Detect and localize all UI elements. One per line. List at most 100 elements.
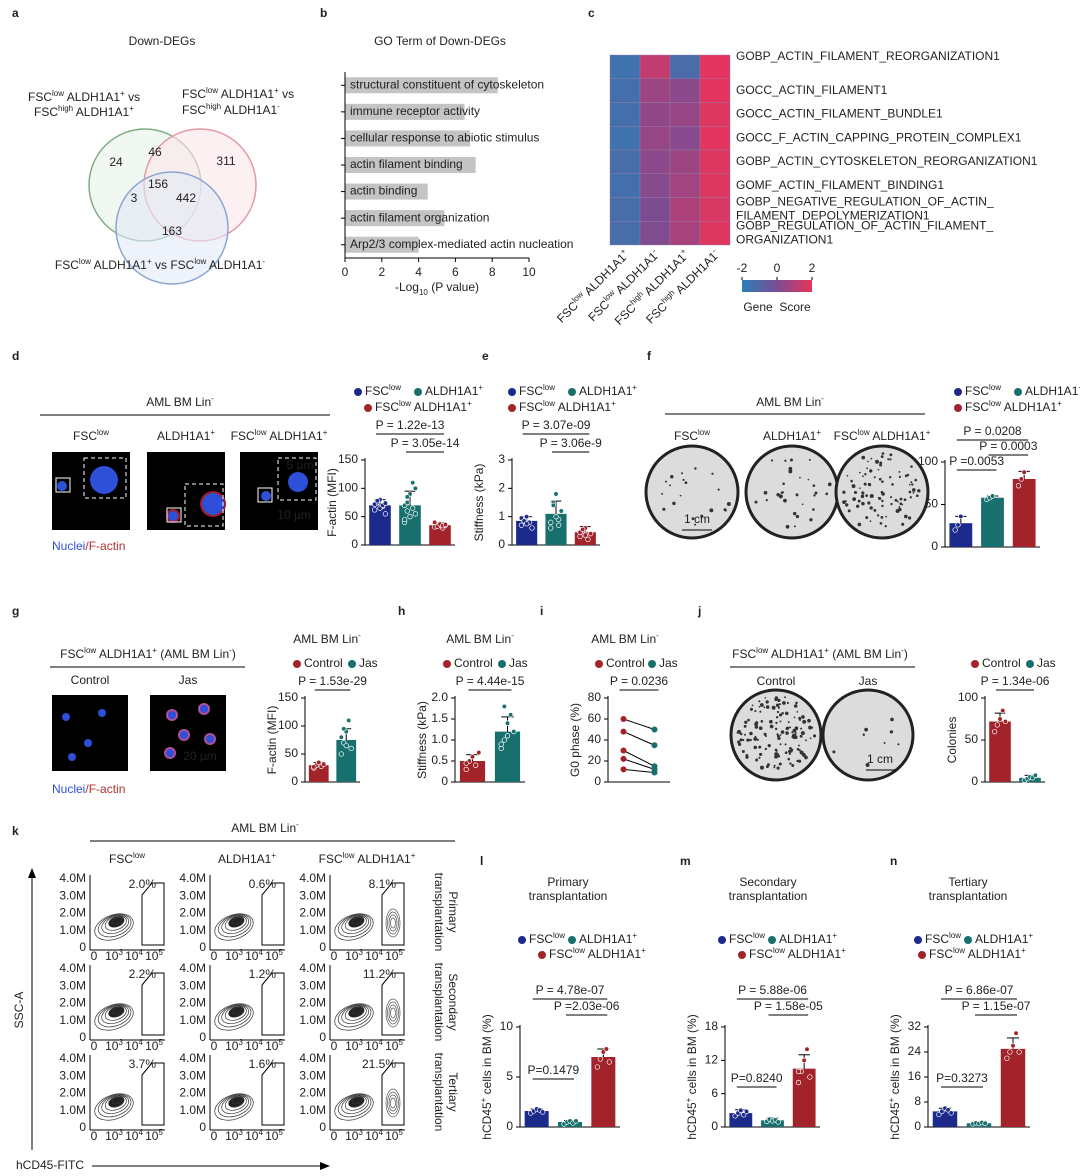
flow-y-tick-label: 4.0M <box>299 871 326 885</box>
p-value: P = 1.34e-06 <box>981 674 1050 688</box>
p-value: P = 5.88e-06 <box>738 983 807 997</box>
venn-count: 156 <box>148 177 168 191</box>
flow-x-tick-label: 0 <box>211 1129 218 1143</box>
data-point <box>939 1108 945 1115</box>
y-axis-label: hCD45+ cells in BM (%) <box>684 1014 700 1139</box>
flow-contour <box>221 1004 250 1025</box>
colony <box>875 459 879 464</box>
flow-y-tick-label: 2.0M <box>59 1086 86 1100</box>
legend-label-part: low <box>773 946 785 955</box>
legend-label-part: FSC <box>925 932 949 946</box>
flow-x-tick-label-part: 5 <box>398 948 403 957</box>
flow-y-tick-label: 0 <box>319 1120 326 1134</box>
colony <box>853 491 857 494</box>
colony <box>755 758 759 762</box>
colony <box>869 469 873 473</box>
stain-part: /F-actin <box>85 539 125 553</box>
legend-marker <box>954 388 962 396</box>
colony <box>787 749 792 753</box>
legend-marker <box>918 951 926 959</box>
legend-label: FSClow ALDH1A1+ <box>519 399 616 415</box>
column-label-part: ALDH1A1 <box>355 852 411 866</box>
flow-x-label: hCD45-FITC <box>16 1158 84 1172</box>
heat-cell <box>669 126 701 151</box>
panel-title-part: - <box>296 820 299 829</box>
colony <box>860 494 865 499</box>
flow-contour <box>341 1094 370 1115</box>
panel-letter: i <box>540 604 543 618</box>
colony <box>862 475 864 478</box>
colony <box>743 724 747 728</box>
flow-x-tick-label-part: 10 <box>145 949 159 963</box>
panel-title-part: AML BM Lin <box>231 821 296 835</box>
colony <box>913 489 916 492</box>
column-label-part: ALDH1A1 <box>763 429 817 443</box>
heat-cell <box>639 126 671 151</box>
row-label: GOCC_ACTIN_FILAMENT1 <box>736 83 888 97</box>
colony <box>909 496 912 499</box>
legend-label-part: + <box>641 946 646 955</box>
data-point <box>1021 469 1027 475</box>
venn-label-part: FSC <box>182 103 206 117</box>
column-label-part: FSC <box>231 429 255 443</box>
y-axis-label: hCD45+ cells in BM (%) <box>479 1014 495 1139</box>
data-point <box>341 726 347 732</box>
venn-count: 311 <box>216 154 235 168</box>
flow-x-tick-label-part: 0 <box>91 1039 98 1053</box>
flow-y-tick-label: 1.0M <box>299 923 326 937</box>
data-point <box>958 513 964 520</box>
colony <box>776 753 780 756</box>
arrow-head <box>28 868 36 878</box>
flow-x-tick-label-part: 3 <box>358 1128 363 1137</box>
colony <box>700 514 704 518</box>
venn-count: 442 <box>176 191 196 205</box>
colony <box>681 472 684 475</box>
colony <box>804 755 808 760</box>
gate-percentage: 1.2% <box>249 967 277 981</box>
colony <box>883 741 886 744</box>
colony <box>799 734 803 738</box>
bar <box>345 210 445 227</box>
colony <box>765 735 767 738</box>
y-axis-label-part: + <box>479 1097 488 1102</box>
flow-x-tick-label-part: 10 <box>125 1129 139 1143</box>
colony <box>785 731 789 735</box>
legend-marker <box>414 388 422 396</box>
flow-y-tick-label: 3.0M <box>179 888 206 902</box>
column-label-part: FSC <box>834 429 858 443</box>
colony <box>775 703 780 707</box>
row-label: GOBP_NEGATIVE_REGULATION_OF_ACTIN_ <box>736 195 994 209</box>
legend-label: FSClow <box>529 931 565 947</box>
data-point <box>311 764 317 770</box>
panel-title-part: AML BM Lin <box>756 395 821 409</box>
flow-x-tick-label-part: 4 <box>378 1038 383 1047</box>
colony <box>795 701 798 705</box>
x-tick-label: 6 <box>452 265 459 279</box>
column-label-part: FSC <box>73 429 97 443</box>
flow-x-tick-label-part: 4 <box>378 948 383 957</box>
inset <box>55 477 71 493</box>
venn-label-part: + <box>274 86 279 95</box>
colony <box>775 716 779 719</box>
colony <box>774 696 779 700</box>
bar <box>558 1122 582 1127</box>
data-point <box>606 1059 612 1065</box>
flow-x-tick-label-part: 4 <box>258 1128 263 1137</box>
flow-contour <box>337 1094 372 1118</box>
venn-label-part: low <box>52 89 64 98</box>
column-label: Jas <box>859 674 878 688</box>
heat-cell <box>699 173 731 198</box>
flow-contour <box>231 1096 243 1105</box>
column-label-part: low <box>343 851 355 860</box>
y-tick-label: 0 <box>498 537 505 551</box>
data-point <box>346 717 352 724</box>
data-point <box>795 1068 802 1075</box>
colony <box>851 484 856 489</box>
bar <box>345 103 465 120</box>
colony <box>896 500 899 503</box>
flow-x-tick-label-part: 10 <box>365 1129 379 1143</box>
flow-y-tick-label: 2.0M <box>299 906 326 920</box>
data-point <box>651 769 658 776</box>
heat-cell <box>699 102 731 127</box>
colony <box>864 727 868 732</box>
